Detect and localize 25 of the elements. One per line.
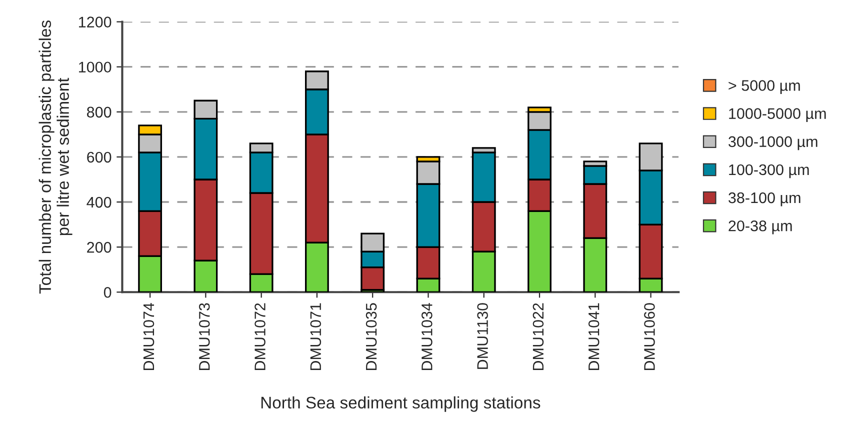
y-tick-label: 0 <box>104 286 112 298</box>
x-tick-label: DMU1041 <box>588 303 600 370</box>
legend-label: 100-300 µm <box>729 164 809 178</box>
x-tick-label: DMU1071 <box>310 303 322 370</box>
y-tick-label: 800 <box>86 106 112 118</box>
legend-label: 300-1000 µm <box>728 136 818 150</box>
x-tick-label: DMU1022 <box>532 303 544 370</box>
y-tick-label: 1000 <box>79 62 112 73</box>
y-tick-label: 400 <box>86 196 112 208</box>
y-tick-label: 200 <box>87 242 112 253</box>
legend-label: 1000-5000 µm <box>729 108 826 122</box>
y-tick-label: 1200 <box>79 16 112 28</box>
x-tick-label: DMU1072 <box>254 303 266 370</box>
legend-label: > 5000 µm <box>728 80 800 94</box>
y-tick-label: 600 <box>87 152 112 163</box>
x-tick-label: DMU1035 <box>366 303 377 370</box>
y-axis-title: Total number of microplastic particles per litre wet sediment <box>38 20 72 294</box>
x-tick-label: DMU1074 <box>143 302 154 370</box>
x-tick-label: DMU1060 <box>644 303 655 370</box>
x-tick-label: DMU1034 <box>422 302 432 370</box>
x-tick-label: DMU1073 <box>198 303 210 370</box>
legend-label: 38-100 µm <box>728 192 800 206</box>
x-tick-label: DMU1130 <box>477 303 488 369</box>
legend-label: 20-38 µm <box>728 220 792 234</box>
x-axis-title: North Sea sediment sampling stations <box>261 396 540 412</box>
